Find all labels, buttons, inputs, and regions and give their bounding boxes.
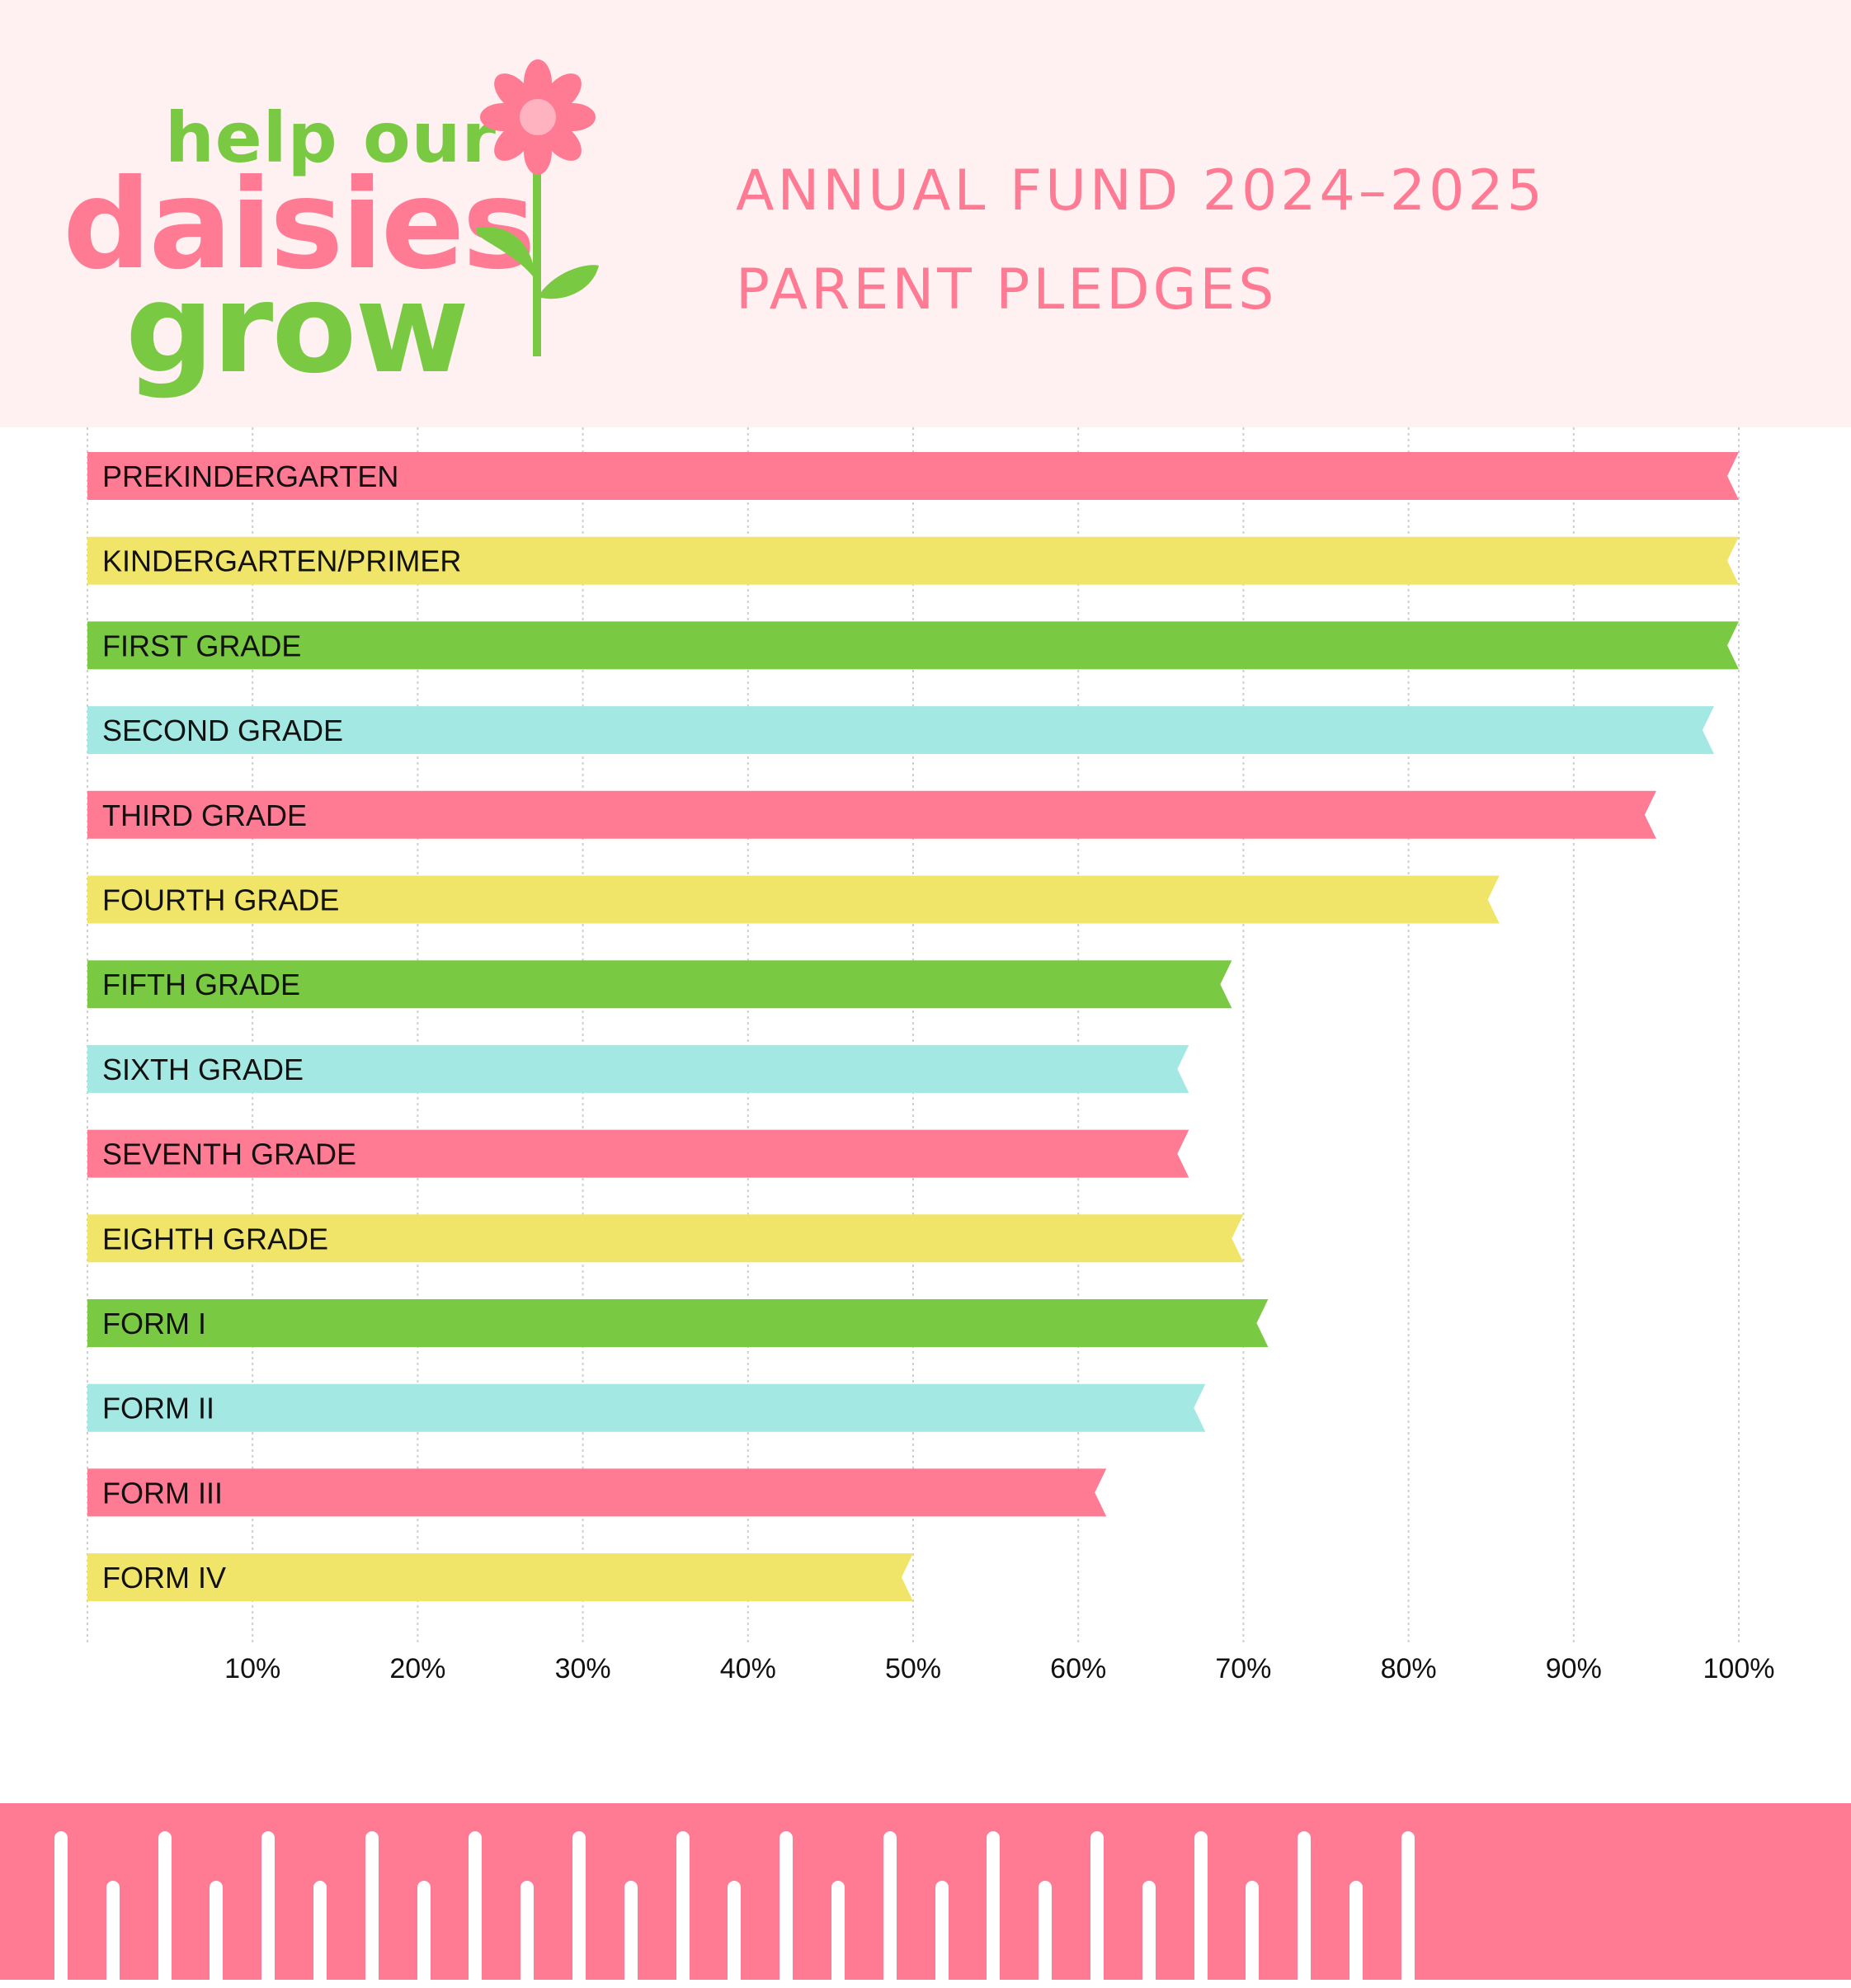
ruler-tick xyxy=(676,1831,690,1988)
ruler-tick xyxy=(417,1881,431,1988)
x-tick-label: 100% xyxy=(1703,1653,1775,1684)
ruler-footer xyxy=(0,1803,1851,1988)
x-tick-label: 90% xyxy=(1546,1653,1602,1684)
x-tick-label: 70% xyxy=(1215,1653,1271,1684)
bar xyxy=(87,1383,1206,1432)
bar xyxy=(87,536,1739,585)
bar-label: FORM II xyxy=(102,1392,214,1425)
bars: PREKINDERGARTEN KINDERGARTEN/PRIMER FIRST … xyxy=(87,452,1739,1602)
bar-label: THIRD GRADE xyxy=(102,798,307,832)
ruler-tick xyxy=(987,1831,1001,1988)
bar xyxy=(87,1468,1107,1517)
bar-label: SIXTH GRADE xyxy=(102,1053,304,1086)
ruler-tick xyxy=(1142,1881,1156,1988)
ruler-tick xyxy=(572,1831,586,1988)
bar-label: FIRST GRADE xyxy=(102,629,301,662)
ruler-tick xyxy=(1194,1831,1208,1988)
bar-label: SEVENTH GRADE xyxy=(102,1138,356,1171)
ruler-tick xyxy=(54,1831,68,1988)
bar-label: FORM III xyxy=(102,1476,223,1510)
chart-title-line-2: PARENT PLEDGES xyxy=(736,257,1278,323)
ruler-tick xyxy=(520,1881,535,1988)
bar xyxy=(87,1044,1189,1093)
x-tick-label: 40% xyxy=(720,1653,776,1684)
ruler-tick xyxy=(1246,1881,1260,1988)
bar-label: FIFTH GRADE xyxy=(102,968,300,1001)
bar-label: FORM I xyxy=(102,1307,206,1340)
bar-label: PREKINDERGARTEN xyxy=(102,459,398,493)
ruler-tick xyxy=(624,1881,638,1988)
x-tick-label: 80% xyxy=(1381,1653,1437,1684)
x-tick-label: 60% xyxy=(1050,1653,1106,1684)
bar xyxy=(87,1129,1189,1178)
x-tick-label: 30% xyxy=(555,1653,611,1684)
x-tick-label: 50% xyxy=(885,1653,941,1684)
bar-chart: PREKINDERGARTEN KINDERGARTEN/PRIMER FIRST … xyxy=(87,427,1774,1684)
ruler-tick xyxy=(831,1881,845,1988)
gridlines xyxy=(87,427,1740,1643)
daisy-flower-icon xyxy=(476,59,599,356)
x-tick-label: 10% xyxy=(224,1653,280,1684)
bar xyxy=(87,960,1232,1009)
bar-label: EIGHTH GRADE xyxy=(102,1222,328,1255)
ruler-tick xyxy=(210,1881,224,1988)
x-axis: 10% 20% 30% 40% 50% 60% 70% 80% 90% 100% xyxy=(224,1653,1774,1684)
ruler-tick xyxy=(1349,1881,1363,1988)
logo-line-2: daisies xyxy=(63,153,536,297)
ruler-tick xyxy=(883,1831,897,1988)
ruler-tick xyxy=(779,1831,794,1988)
ruler-tick xyxy=(1039,1881,1053,1988)
chart-title-line-1: ANNUAL FUND 2024–2025 xyxy=(736,158,1546,224)
bar xyxy=(87,790,1656,839)
ruler-tick xyxy=(469,1831,483,1988)
bar-label: FOURTH GRADE xyxy=(102,883,339,917)
ruler-tick xyxy=(158,1831,172,1988)
ruler-tick xyxy=(313,1881,327,1988)
ruler-tick xyxy=(935,1881,949,1988)
bar-label: FORM IV xyxy=(102,1561,226,1595)
bar xyxy=(87,1214,1244,1263)
bar xyxy=(87,1299,1269,1347)
bar xyxy=(87,875,1500,924)
logo-line-1: help our xyxy=(165,97,497,178)
ruler-tick xyxy=(365,1831,379,1988)
ruler-tick xyxy=(106,1881,120,1988)
ruler-tick xyxy=(728,1881,742,1988)
ruler-tick xyxy=(1090,1831,1104,1988)
ruler-tick xyxy=(1401,1831,1415,1988)
bar-label: SECOND GRADE xyxy=(102,714,343,747)
bar xyxy=(87,452,1739,500)
bar xyxy=(87,621,1739,670)
x-tick-label: 20% xyxy=(389,1653,445,1684)
ruler-tick xyxy=(1298,1831,1312,1988)
ruler-tick xyxy=(261,1831,276,1988)
bar xyxy=(87,1553,913,1602)
bar xyxy=(87,706,1714,755)
logo-line-3: grow xyxy=(125,257,469,401)
bar-label: KINDERGARTEN/PRIMER xyxy=(102,544,461,578)
header: help our daisies grow ANNUAL FUND 2024–2… xyxy=(0,0,1851,427)
